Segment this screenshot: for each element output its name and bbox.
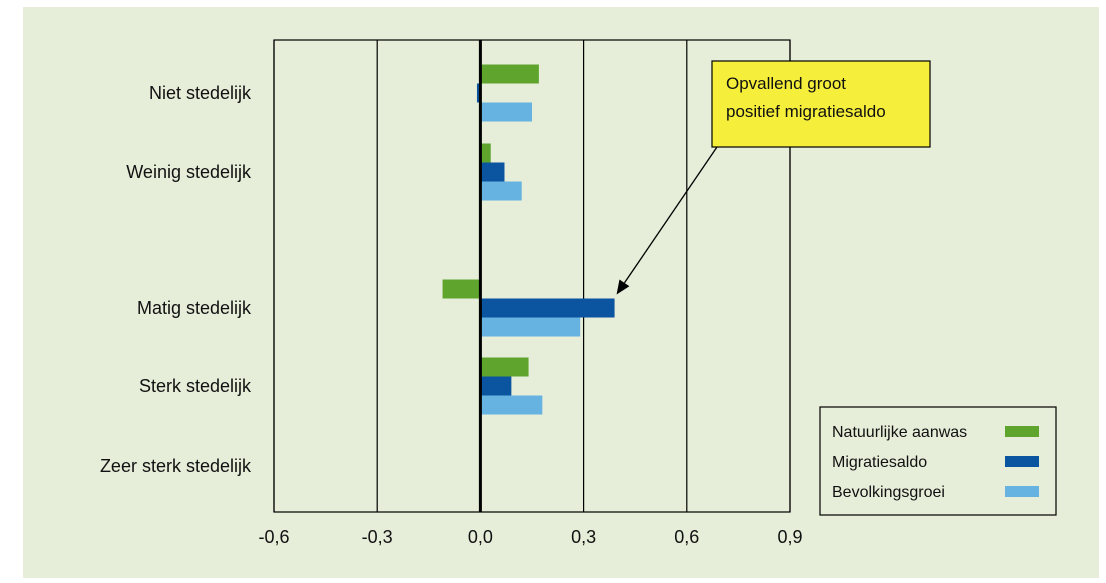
x-tick-label: 0,0 xyxy=(468,527,493,547)
bar-chart: Niet stedelijk Weinig stedelijk Matig sted… xyxy=(23,7,1099,578)
x-tick-label: 0,6 xyxy=(674,527,699,547)
annotation-text-line-2: positief migratiesaldo xyxy=(726,102,886,121)
bar-migratiesaldo xyxy=(480,298,615,318)
bar-natuurlijke-aanwas xyxy=(480,357,529,377)
plot-frame xyxy=(273,39,791,513)
category-label: Weinig stedelijk xyxy=(126,162,252,182)
legend: Natuurlijke aanwas Migratiesaldo Bevolking… xyxy=(819,406,1057,516)
category-label: Niet stedelijk xyxy=(149,83,252,103)
annotation-callout: Opvallend groot positief migratiesaldo xyxy=(616,60,931,295)
bar-natuurlijke-aanwas xyxy=(480,143,491,163)
bar-natuurlijke-aanwas xyxy=(442,279,481,299)
category-labels: Niet stedelijk Weinig stedelijk Matig sted… xyxy=(100,83,252,476)
x-tick-labels: -0,6 -0,3 0,0 0,3 0,6 0,9 xyxy=(258,527,802,547)
bar-bevolkingsgroei xyxy=(480,102,532,122)
bar-migratiesaldo xyxy=(476,83,481,103)
x-tick-label: -0,3 xyxy=(362,527,393,547)
legend-label: Natuurlijke aanwas xyxy=(832,424,967,441)
legend-swatch xyxy=(1005,426,1039,437)
bars xyxy=(442,64,615,415)
bar-bevolkingsgroei xyxy=(480,181,522,201)
category-label: Zeer sterk stedelijk xyxy=(100,456,252,476)
annotation-arrowhead xyxy=(616,279,630,295)
x-tick-label: 0,3 xyxy=(571,527,596,547)
chart-panel: Niet stedelijk Weinig stedelijk Matig sted… xyxy=(23,7,1099,578)
bar-migratiesaldo xyxy=(480,376,512,396)
category-label: Sterk stedelijk xyxy=(139,376,252,396)
category-label: Matig stedelijk xyxy=(137,298,252,318)
x-tick-label: -0,6 xyxy=(258,527,289,547)
legend-swatch xyxy=(1005,486,1039,497)
legend-swatch xyxy=(1005,456,1039,467)
legend-label: Bevolkingsgroei xyxy=(832,484,945,501)
bar-bevolkingsgroei xyxy=(480,317,581,337)
x-tick-label: 0,9 xyxy=(777,527,802,547)
bar-bevolkingsgroei xyxy=(480,395,543,415)
legend-label: Migratiesaldo xyxy=(832,454,927,471)
bar-natuurlijke-aanwas xyxy=(480,64,539,84)
annotation-box xyxy=(711,60,931,148)
bar-migratiesaldo xyxy=(480,162,505,182)
annotation-arrow xyxy=(623,146,718,284)
legend-items: Natuurlijke aanwas Migratiesaldo Bevolking… xyxy=(832,424,1039,501)
annotation-text-line-1: Opvallend groot xyxy=(726,74,846,93)
